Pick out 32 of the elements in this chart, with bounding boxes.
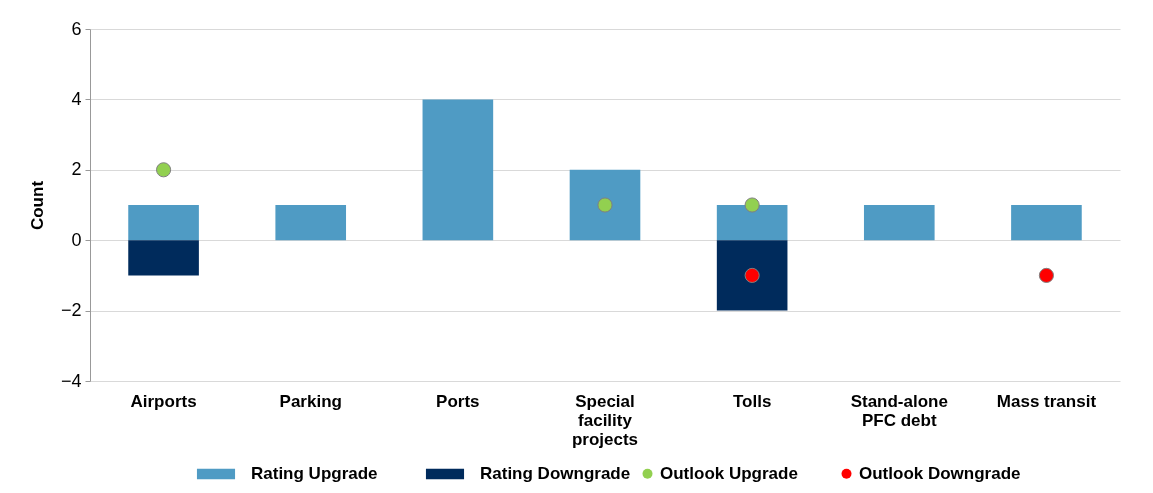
x-tick-label: Parking (279, 391, 342, 411)
point (156, 162, 172, 178)
y-tick-label: −4 (60, 370, 82, 391)
legend-label: Outlook Downgrade (859, 463, 1021, 483)
y-tick-label: −2 (60, 300, 82, 321)
x-tick-label: Airports (130, 391, 197, 411)
y-tick-label: 6 (71, 18, 82, 39)
legend-label: Outlook Upgrade (660, 463, 798, 483)
bar (863, 205, 935, 241)
bar (128, 205, 199, 241)
bar (422, 99, 494, 241)
legend-label: Rating Downgrade (480, 464, 631, 483)
point (744, 197, 760, 213)
x-tick-label: Stand-alone PFC debt (850, 391, 948, 430)
y-tick-label: 2 (71, 159, 82, 180)
y-tick-label: 0 (71, 229, 82, 250)
y-tick-label: 4 (71, 88, 82, 109)
point (1038, 267, 1054, 283)
bar (716, 240, 788, 311)
bar (569, 169, 641, 241)
x-tick-label: Tolls (732, 391, 772, 411)
bar (128, 240, 199, 276)
y-axis-title: Count (27, 180, 47, 231)
x-tick-label: Ports (436, 391, 480, 411)
x-tick-label: Mass transit (996, 391, 1097, 411)
point (744, 267, 760, 283)
x-tick-label: Special facility projects (571, 391, 639, 449)
point (597, 197, 613, 213)
legend-label: Rating Upgrade (251, 464, 378, 483)
bar (716, 205, 788, 241)
bar (1011, 205, 1082, 241)
bar (275, 205, 347, 241)
